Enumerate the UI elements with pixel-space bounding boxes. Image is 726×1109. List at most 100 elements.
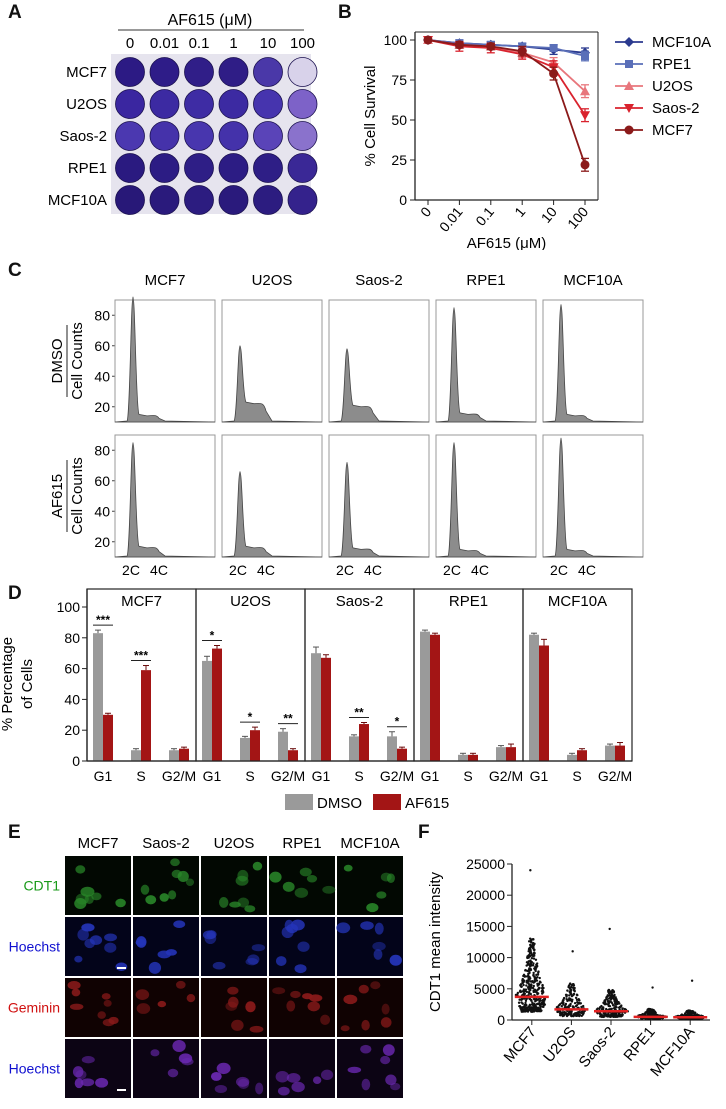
panel-d-y-label-line2: of Cells <box>19 659 36 709</box>
panel-f-dot <box>522 1006 525 1009</box>
panel-b-x-tick-label: 10 <box>538 203 560 225</box>
panel-f-dot <box>649 1011 652 1015</box>
panel-a-well <box>218 153 249 183</box>
panel-f-dot <box>525 980 528 983</box>
panel-d-bar-dmso <box>93 633 103 761</box>
panel-f-dot <box>529 967 532 970</box>
panel-f-dot <box>580 1014 584 1017</box>
panel-f-dot <box>615 1003 618 1006</box>
panel-f-dot <box>570 994 574 998</box>
panel-f-dot <box>517 1001 521 1004</box>
panel-e-nucleus <box>373 949 383 960</box>
panel-e-column-title: RPE1 <box>282 835 321 852</box>
panel-f-dot <box>610 1001 613 1004</box>
panel-b-point <box>624 125 634 135</box>
panel-d-x-tick-label: S <box>463 768 472 784</box>
panel-e-nucleus <box>360 1044 372 1054</box>
panel-f-dot <box>531 941 535 945</box>
panel-e-nucleus <box>380 1055 391 1065</box>
panel-e-nucleus <box>168 890 177 900</box>
panel-label-d: D <box>8 583 22 604</box>
panel-d-bar-af615 <box>288 750 298 761</box>
panel-f-dot <box>538 976 541 980</box>
panel-f-dot <box>535 963 538 967</box>
panel-d-x-tick-label: G1 <box>530 768 549 784</box>
panel-d-bar-af615 <box>430 634 440 761</box>
panel-f-dot <box>534 965 537 969</box>
panel-b-point <box>580 111 590 121</box>
panel-f-dot <box>561 1011 564 1014</box>
panel-b-point <box>423 35 433 45</box>
panel-f-dot <box>525 964 528 967</box>
panel-e-nucleus <box>307 1001 321 1012</box>
panel-e-nucleus <box>374 922 384 935</box>
panel-b-x-tick-label: 100 <box>564 203 591 231</box>
panel-e-nucleus <box>72 1066 84 1078</box>
panel-a-well <box>287 57 318 87</box>
panel-c-y-tick-label: 60 <box>94 338 110 354</box>
panel-a-conc-label: 0 <box>126 35 134 52</box>
panel-f-dot <box>604 1002 607 1005</box>
panel-a-row-label: U2OS <box>66 96 107 113</box>
panel-f-dot <box>607 997 611 1000</box>
panel-d-bar-af615 <box>103 714 113 761</box>
panel-e-nucleus <box>136 1003 151 1014</box>
panel-e-nucleus <box>255 1082 264 1095</box>
panel-f-dot <box>534 1000 537 1003</box>
panel-f-dot <box>566 989 569 992</box>
panel-e-nucleus <box>252 861 263 871</box>
panel-a-title: AF615 (μM) <box>168 12 253 29</box>
panel-f-dots-MCF10A <box>674 979 707 1021</box>
panel-e-nucleus <box>386 873 395 884</box>
panel-c-x-tick-label: 2C <box>122 562 140 578</box>
panel-c-x-tick-label: 4C <box>364 562 382 578</box>
panel-d-x-tick-label: G2/M <box>489 768 523 784</box>
panel-b-y-tick-label: 50 <box>391 112 407 128</box>
panel-f-dot <box>530 980 533 983</box>
panel-f-dot <box>573 1014 576 1017</box>
panel-f-dot <box>525 961 529 964</box>
panel-d-x-tick-label: G1 <box>421 768 440 784</box>
panel-c-x-tick-label: 2C <box>336 562 354 578</box>
panel-d-bar-dmso <box>496 747 506 761</box>
panel-a-well <box>253 153 283 183</box>
panel-a-well <box>149 89 180 119</box>
panel-a-conc-label: 100 <box>290 35 315 52</box>
panel-c-x-tick-label: 4C <box>257 562 275 578</box>
panel-f-dot <box>603 1011 607 1015</box>
panel-d-y-tick-label: 20 <box>64 722 80 738</box>
panel-e-nucleus <box>135 939 146 947</box>
panel-f-dot <box>540 1002 543 1006</box>
panel-b-point <box>625 60 633 68</box>
panel-e-image-tile <box>269 856 335 915</box>
panel-e-row-label: Hoechst <box>9 939 60 955</box>
panel-f-dot <box>536 984 539 987</box>
panel-e-nucleus <box>77 928 89 941</box>
panel-f-dot <box>556 1005 559 1009</box>
panel-e-row-label: Geminin <box>8 1000 60 1016</box>
panel-d-bar-dmso <box>605 745 615 761</box>
panel-f-dot <box>536 1006 540 1009</box>
panel-f-dot <box>526 975 529 978</box>
panel-e-nucleus <box>297 941 310 952</box>
panel-f-dot <box>526 1010 530 1013</box>
panel-e-nucleus <box>361 1078 371 1091</box>
panel-f-dot <box>528 953 531 957</box>
panel-b-series-line <box>427 39 586 116</box>
panel-f-dot <box>614 1015 618 1019</box>
panel-d-y-tick-label: 60 <box>64 661 80 677</box>
panel-a-row-label: MCF10A <box>48 192 107 209</box>
panel-e-nucleus <box>145 895 157 905</box>
panel-c-row-label: DMSO <box>49 339 66 384</box>
panel-e-nucleus <box>71 988 81 997</box>
panel-f-dot <box>608 993 611 997</box>
panel-d-y-label-line1: % Percentage <box>0 637 16 731</box>
panel-f-y-label: CDT1 mean intensity <box>427 871 444 1012</box>
panel-b-point <box>486 41 496 51</box>
panel-f-dot <box>530 953 534 956</box>
panel-e-nucleus <box>84 938 95 949</box>
panel-a-well <box>287 185 318 215</box>
panel-d-bar-dmso <box>278 731 288 761</box>
panel-f-dot <box>569 988 573 992</box>
